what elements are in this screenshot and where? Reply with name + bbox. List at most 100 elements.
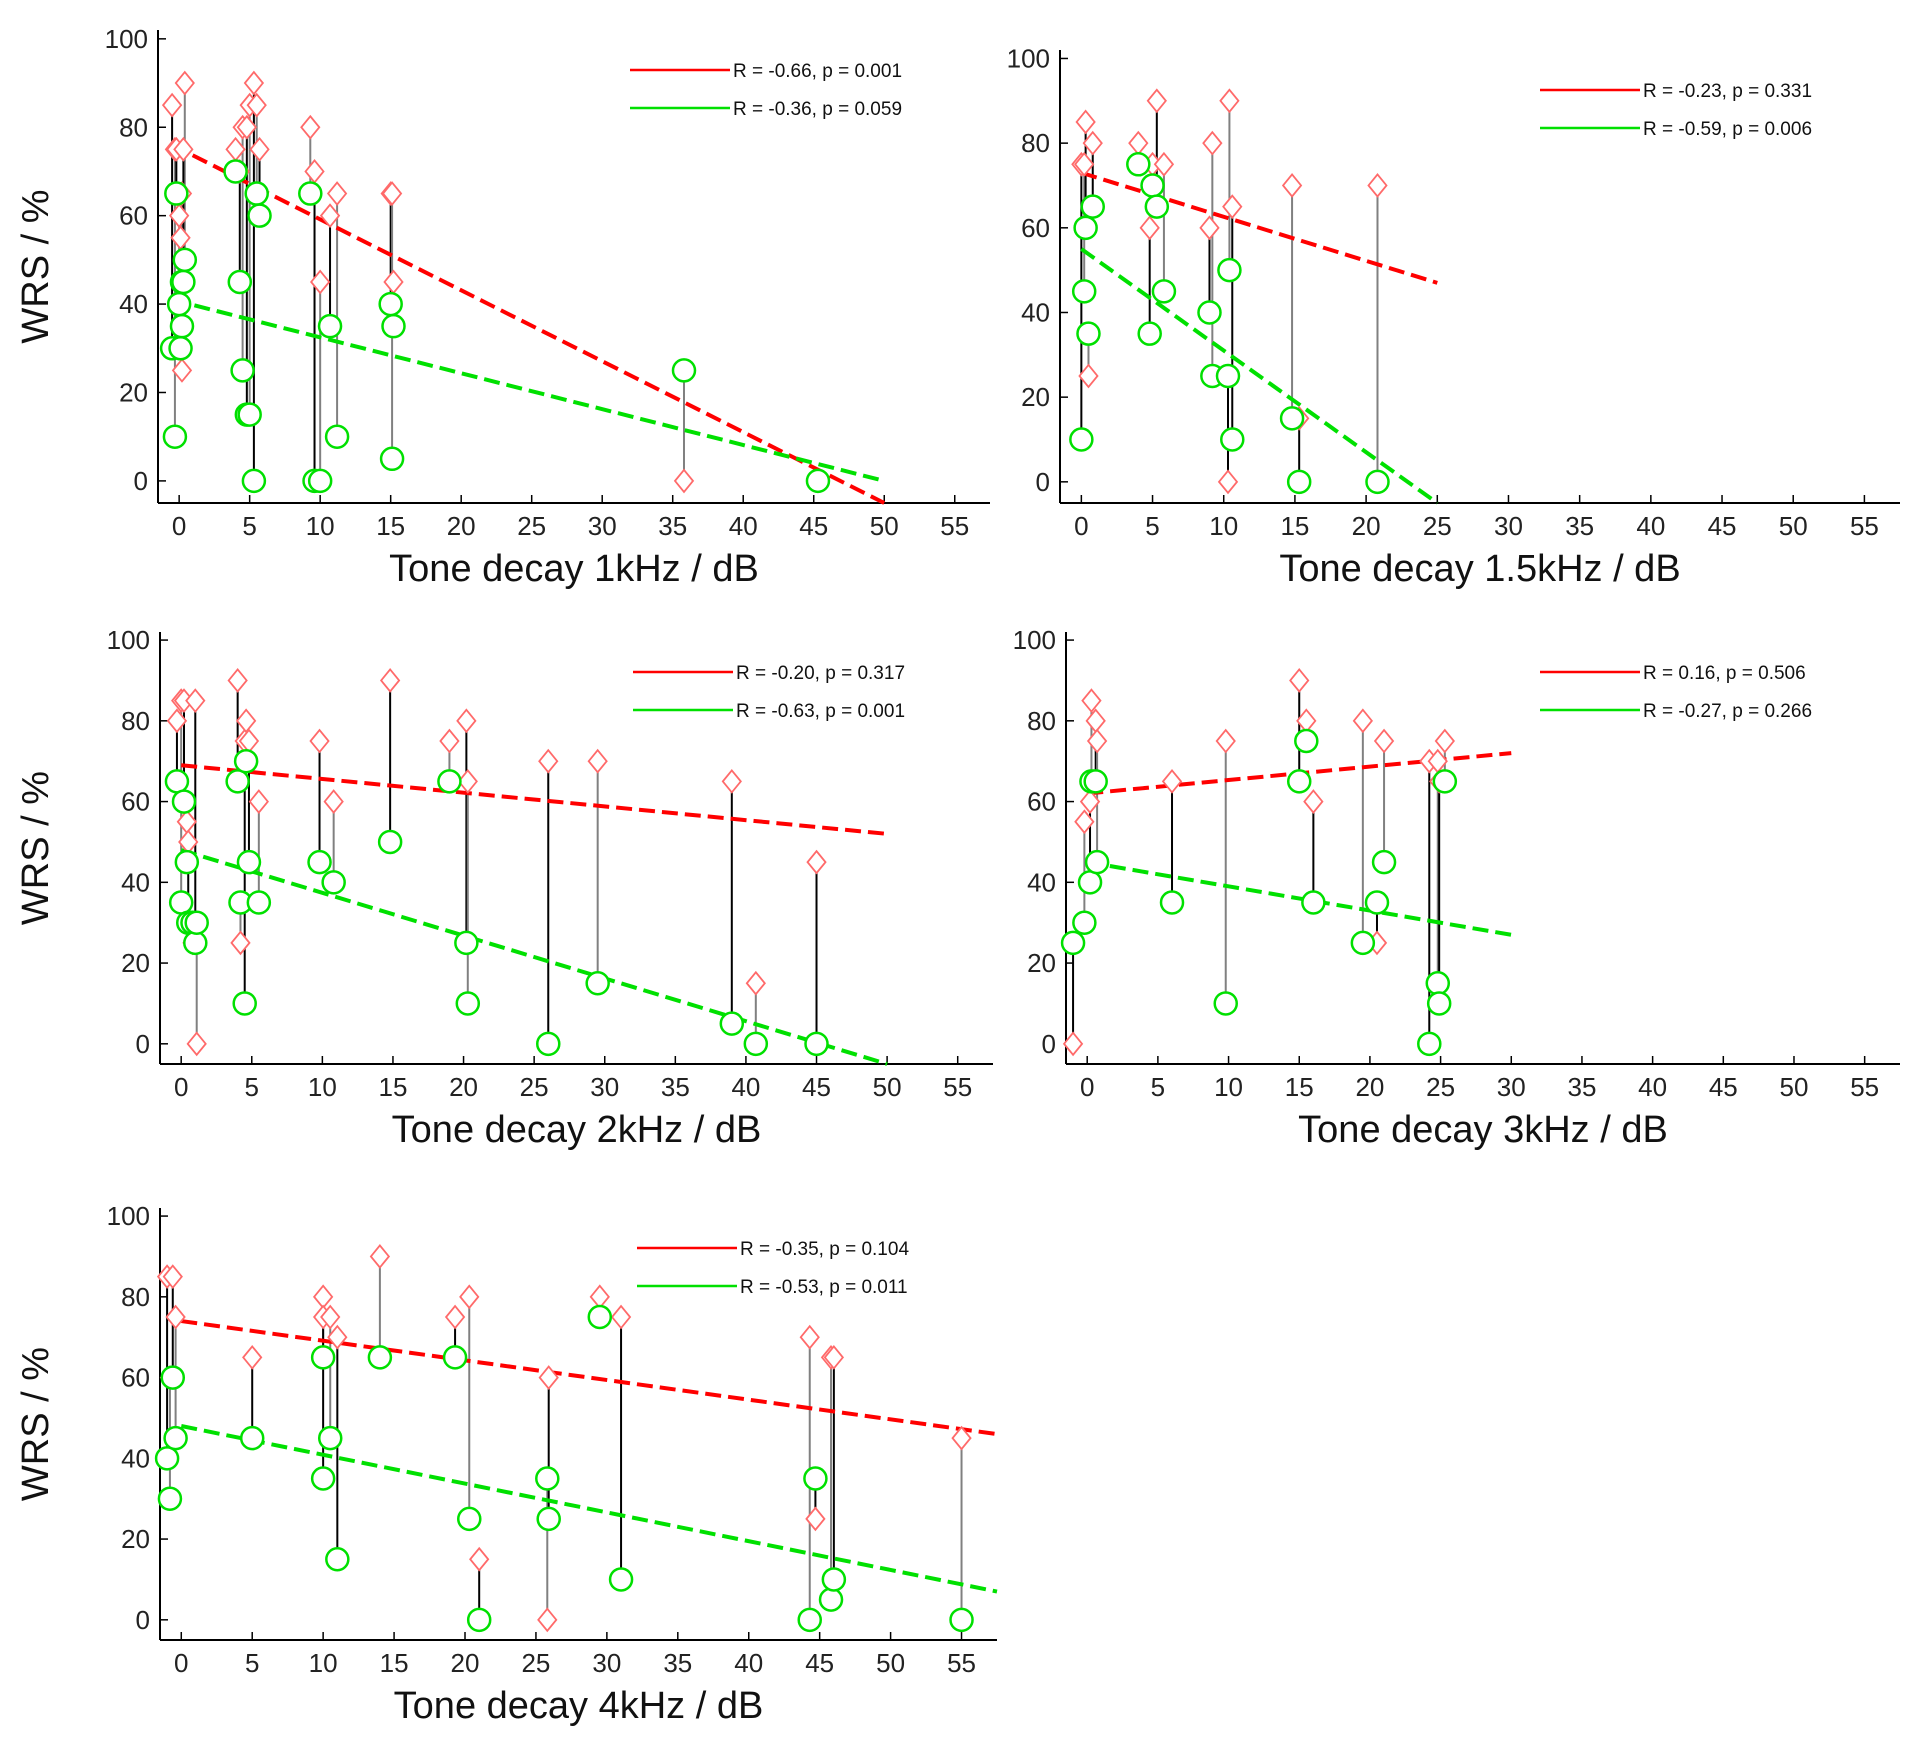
red-diamond-point <box>310 269 331 295</box>
fit-line-green <box>1080 247 1439 505</box>
green-circle-point <box>1151 279 1177 304</box>
green-circle-point <box>163 1425 188 1451</box>
green-circle-point <box>184 910 209 935</box>
y-axis-label: WRS / % <box>15 1347 57 1501</box>
red-diamond-point <box>235 708 257 734</box>
red-diamond-point <box>1352 708 1374 734</box>
y-tick-label: 20 <box>121 948 150 978</box>
y-tick-label: 20 <box>119 377 148 407</box>
x-axis-label: Tone decay 1.5kHz / dB <box>1279 548 1680 590</box>
y-tick-label: 100 <box>1013 625 1056 655</box>
green-circle-point <box>174 849 200 875</box>
green-circle-point <box>307 468 333 494</box>
x-tick-label: 55 <box>943 1072 972 1102</box>
x-tick-label: 5 <box>245 1072 259 1102</box>
y-tick-label: 40 <box>121 867 150 897</box>
x-tick-label: 50 <box>1780 1072 1809 1102</box>
x-tick-label: 30 <box>590 1072 619 1102</box>
x-tick-label: 0 <box>174 1648 188 1678</box>
red-diamond-point <box>1078 363 1099 389</box>
red-diamond-point <box>242 1344 263 1370</box>
y-tick-label: 100 <box>107 625 150 655</box>
y-tick-label: 40 <box>121 1443 150 1473</box>
red-diamond-point <box>249 136 270 162</box>
green-circle-point <box>246 890 272 915</box>
y-tick-label: 0 <box>134 466 148 496</box>
y-tick-label: 100 <box>105 24 148 54</box>
green-circle-point <box>1220 427 1245 452</box>
green-circle-point <box>1080 194 1105 219</box>
y-tick-label: 80 <box>121 706 150 736</box>
green-circle-point <box>1084 849 1110 875</box>
green-circle-point <box>1425 971 1451 996</box>
green-circle-point <box>166 291 192 317</box>
x-tick-label: 45 <box>802 1072 831 1102</box>
x-tick-label: 50 <box>876 1648 905 1678</box>
x-tick-label: 15 <box>380 1648 409 1678</box>
red-diamond-point <box>369 1244 391 1269</box>
red-diamond-point <box>185 688 206 714</box>
y-tick-label: 0 <box>1042 1029 1056 1059</box>
green-circle-point <box>1286 469 1312 495</box>
x-tick-label: 5 <box>1151 1072 1165 1102</box>
x-axis-label: Tone decay 2kHz / dB <box>392 1109 762 1151</box>
x-tick-label: 10 <box>309 1648 338 1678</box>
red-diamond-point <box>1074 151 1095 177</box>
red-diamond-point <box>243 70 265 96</box>
red-diamond-point <box>538 748 559 774</box>
green-circle-point <box>437 769 462 794</box>
red-diamond-point <box>236 114 258 140</box>
x-tick-label: 35 <box>1567 1072 1596 1102</box>
green-circle-point <box>1072 910 1097 935</box>
green-circle-point <box>1073 215 1098 241</box>
green-circle-point <box>1069 427 1094 452</box>
green-circle-point <box>310 1466 336 1491</box>
green-circle-point <box>164 769 190 794</box>
green-circle-point <box>1215 363 1241 389</box>
legend-label-red: R = 0.16, p = 0.506 <box>1643 663 1806 684</box>
red-diamond-point <box>312 1284 334 1310</box>
y-axis-label: WRS / % <box>15 189 57 343</box>
red-diamond-point <box>1217 469 1239 495</box>
y-tick-label: 20 <box>121 1524 150 1554</box>
x-tick-label: 30 <box>1497 1072 1526 1102</box>
x-tick-label: 0 <box>174 1072 188 1102</box>
red-diamond-point <box>248 789 269 814</box>
legend-label-green: R = -0.36, p = 0.059 <box>733 99 902 120</box>
green-circle-point <box>307 849 332 875</box>
x-tick-label: 0 <box>172 511 186 541</box>
legend-label-green: R = -0.63, p = 0.001 <box>736 701 905 722</box>
green-circle-point <box>1071 279 1097 304</box>
y-axis-label: WRS / % <box>15 771 57 925</box>
red-diamond-point <box>1075 109 1096 135</box>
y-tick-label: 0 <box>1036 467 1050 497</box>
green-circle-point <box>608 1567 634 1592</box>
y-tick-label: 60 <box>1021 213 1050 243</box>
x-tick-label: 35 <box>661 1072 690 1102</box>
red-diamond-point <box>168 203 190 229</box>
green-circle-point <box>244 181 269 206</box>
x-tick-label: 15 <box>376 511 405 541</box>
red-diamond-point <box>673 468 695 494</box>
y-tick-label: 100 <box>1007 43 1050 73</box>
x-tick-label: 25 <box>1423 511 1452 541</box>
red-diamond-point <box>951 1425 972 1451</box>
x-tick-label: 40 <box>731 1072 760 1102</box>
green-circle-point <box>536 1506 561 1532</box>
green-circle-point <box>1286 769 1312 794</box>
x-tick-label: 20 <box>1355 1072 1384 1102</box>
x-tick-label: 55 <box>1850 1072 1879 1102</box>
green-circle-point <box>821 1567 847 1592</box>
x-axis-label: Tone decay 1kHz / dB <box>389 548 759 590</box>
green-circle-point <box>818 1587 844 1612</box>
green-circle-point <box>171 269 196 295</box>
x-tick-label: 50 <box>870 511 899 541</box>
x-axis-label: Tone decay 3kHz / dB <box>1298 1109 1668 1151</box>
green-circle-point <box>1371 849 1397 875</box>
green-circle-point <box>227 269 253 295</box>
green-circle-point <box>1076 321 1101 346</box>
x-tick-label: 45 <box>799 511 828 541</box>
red-diamond-point <box>165 1304 186 1330</box>
green-circle-point <box>1301 890 1326 915</box>
